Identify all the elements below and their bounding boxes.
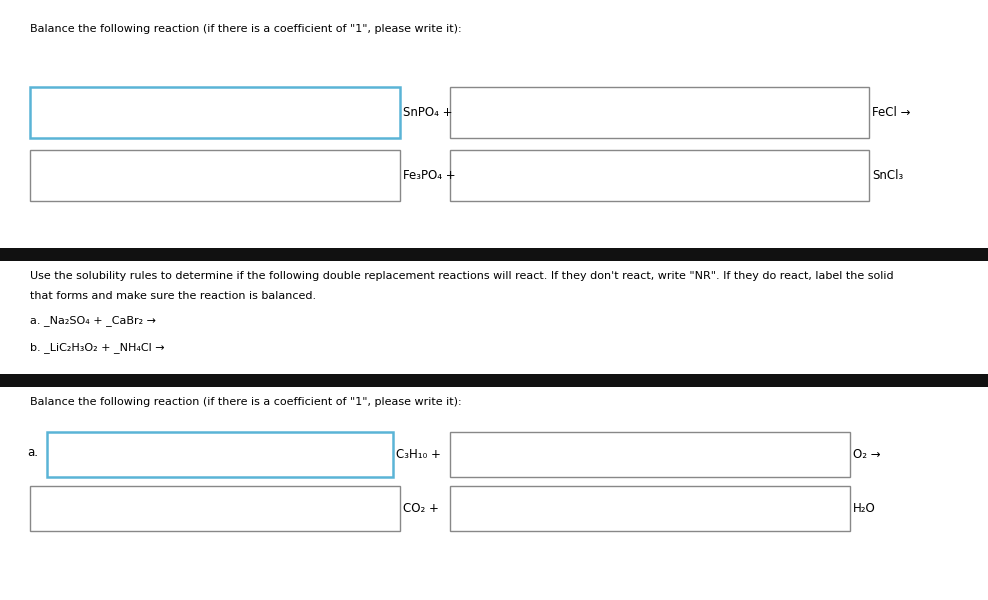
Text: SnCl₃: SnCl₃ (872, 169, 904, 182)
Text: a. _Na₂SO₄ + _CaBr₂ →: a. _Na₂SO₄ + _CaBr₂ → (30, 315, 156, 326)
FancyBboxPatch shape (47, 432, 393, 477)
Text: Balance the following reaction (if there is a coefficient of "1", please write i: Balance the following reaction (if there… (30, 397, 461, 407)
FancyBboxPatch shape (30, 150, 400, 201)
FancyBboxPatch shape (30, 486, 400, 531)
Text: FeCl →: FeCl → (872, 106, 911, 119)
Text: Use the solubility rules to determine if the following double replacement reacti: Use the solubility rules to determine if… (30, 271, 893, 281)
Text: b. _LiC₂H₃O₂ + _NH₄Cl →: b. _LiC₂H₃O₂ + _NH₄Cl → (30, 342, 164, 353)
Text: O₂ →: O₂ → (853, 448, 880, 461)
Text: Balance the following reaction (if there is a coefficient of "1", please write i: Balance the following reaction (if there… (30, 24, 461, 34)
Text: SnPO₄ +: SnPO₄ + (403, 106, 453, 119)
Text: that forms and make sure the reaction is balanced.: that forms and make sure the reaction is… (30, 291, 316, 301)
FancyBboxPatch shape (450, 486, 850, 531)
Text: a.: a. (28, 446, 39, 460)
FancyBboxPatch shape (450, 432, 850, 477)
Text: C₃H₁₀ +: C₃H₁₀ + (396, 448, 441, 461)
FancyBboxPatch shape (450, 150, 869, 201)
FancyBboxPatch shape (0, 374, 988, 387)
Text: CO₂ +: CO₂ + (403, 502, 439, 515)
FancyBboxPatch shape (450, 87, 869, 138)
FancyBboxPatch shape (30, 87, 400, 138)
Text: H₂O: H₂O (853, 502, 875, 515)
Text: Fe₃PO₄ +: Fe₃PO₄ + (403, 169, 455, 182)
FancyBboxPatch shape (0, 248, 988, 261)
